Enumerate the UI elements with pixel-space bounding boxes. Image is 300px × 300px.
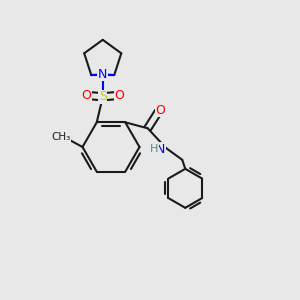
Text: S: S xyxy=(99,90,107,103)
Text: O: O xyxy=(81,89,91,102)
Text: N: N xyxy=(98,68,107,81)
Text: O: O xyxy=(114,89,124,102)
Text: H: H xyxy=(150,144,158,154)
Text: O: O xyxy=(156,104,166,117)
Text: CH₃: CH₃ xyxy=(51,131,70,142)
Text: N: N xyxy=(98,68,107,81)
Text: N: N xyxy=(156,143,165,156)
